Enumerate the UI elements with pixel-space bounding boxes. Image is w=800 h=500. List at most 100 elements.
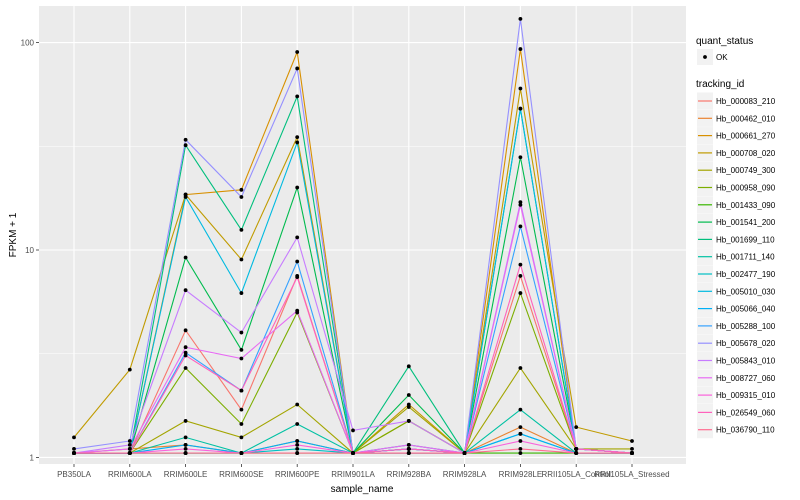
- data-point: [518, 224, 523, 229]
- data-point: [351, 428, 355, 433]
- data-point: [295, 275, 300, 280]
- data-point: [295, 439, 300, 443]
- legend-label: Hb_000708_020: [716, 149, 776, 158]
- data-point: [295, 135, 300, 140]
- x-tick-label: PB350LA: [57, 470, 91, 479]
- data-point: [183, 288, 188, 293]
- y-axis: 1 10 100: [21, 39, 39, 462]
- data-point: [518, 202, 523, 207]
- data-point: [72, 446, 76, 451]
- data-point: [183, 353, 188, 358]
- data-point: [295, 259, 300, 264]
- legend: quant_status OK tracking_id Hb_000083_21…: [696, 36, 776, 439]
- data-point: [295, 94, 300, 99]
- data-point: [518, 274, 523, 278]
- data-point: [518, 86, 523, 91]
- y-axis-title: FPKM + 1: [8, 212, 19, 257]
- data-point: [239, 257, 244, 262]
- data-point: [518, 291, 523, 295]
- legend-label: Hb_001711_140: [716, 253, 775, 262]
- data-point: [518, 47, 523, 51]
- legend-label: Hb_002477_190: [716, 270, 776, 279]
- data-point: [183, 366, 188, 370]
- data-point: [183, 446, 188, 451]
- data-point: [239, 291, 244, 295]
- data-point: [183, 255, 188, 260]
- legend-label: Hb_000083_210: [716, 97, 776, 106]
- data-point: [183, 435, 188, 440]
- x-tick-label: RRIM600PE: [275, 470, 319, 479]
- data-point: [239, 356, 244, 361]
- data-point: [239, 435, 244, 440]
- data-point: [630, 451, 634, 455]
- x-tick-label: RRIM928BA: [387, 470, 432, 479]
- data-point: [630, 439, 634, 443]
- data-point: [127, 446, 132, 451]
- color-legend-title: tracking_id: [696, 79, 744, 90]
- data-point: [518, 439, 523, 443]
- legend-label: Hb_005678_020: [716, 339, 776, 348]
- legend-label: Hb_000661_270: [716, 132, 776, 141]
- shape-legend-title: quant_status: [696, 36, 753, 47]
- data-point: [127, 439, 132, 443]
- data-point: [574, 451, 579, 455]
- data-point: [295, 451, 300, 455]
- data-point: [72, 435, 76, 440]
- legend-label: Hb_026549_060: [716, 408, 776, 417]
- legend-label: Hb_036790_110: [716, 426, 775, 435]
- data-point: [72, 451, 76, 455]
- data-point: [406, 451, 411, 455]
- shape-legend-items: OK: [697, 49, 728, 65]
- y-tick-label: 100: [21, 39, 35, 48]
- plot-panel: [39, 6, 686, 464]
- data-point: [127, 442, 132, 447]
- data-point: [239, 347, 244, 352]
- series-points: [72, 16, 634, 455]
- data-point: [183, 137, 188, 142]
- data-point: [239, 195, 244, 199]
- data-point: [239, 422, 244, 426]
- data-point: [295, 185, 300, 190]
- data-point: [183, 328, 188, 333]
- color-legend-items: Hb_000083_210 Hb_000462_010 Hb_000661_270 H…: [697, 92, 776, 439]
- data-point: [239, 388, 244, 393]
- data-point: [406, 393, 411, 397]
- legend-label: Hb_001541_200: [716, 218, 776, 227]
- data-point: [295, 402, 300, 407]
- data-point: [518, 200, 523, 205]
- legend-label: Hb_005843_010: [716, 357, 776, 366]
- data-point: [239, 451, 244, 455]
- data-point: [574, 446, 579, 451]
- data-point: [518, 155, 523, 160]
- data-point: [406, 419, 411, 423]
- data-point: [239, 330, 244, 335]
- major-gridlines: [39, 6, 686, 464]
- legend-label: Hb_005066_040: [716, 305, 776, 314]
- data-point: [518, 446, 523, 451]
- legend-label: Hb_001699_110: [716, 235, 775, 244]
- data-point: [183, 451, 188, 455]
- data-point: [295, 308, 300, 313]
- data-point: [295, 442, 300, 447]
- y-tick-label: 10: [25, 246, 34, 255]
- legend-label: Hb_000749_300: [716, 166, 776, 175]
- data-point: [518, 366, 523, 370]
- data-point: [518, 106, 523, 111]
- x-tick-label: RRIM928LA: [443, 470, 487, 479]
- y-tick-label: 1: [30, 453, 35, 462]
- data-point: [183, 442, 188, 447]
- x-axis: PB350LA RRIM600LA RRIM600LE RRIM600SE RRIM60…: [57, 464, 670, 479]
- data-point: [295, 446, 300, 451]
- data-point: [239, 187, 244, 192]
- data-point: [406, 446, 411, 451]
- data-point: [183, 195, 188, 199]
- data-point: [518, 262, 523, 267]
- data-point: [127, 367, 132, 372]
- legend-point-marker: [703, 55, 707, 59]
- data-point: [295, 66, 300, 71]
- data-point: [239, 227, 244, 232]
- data-point: [406, 405, 411, 409]
- legend-label: Hb_000958_090: [716, 184, 776, 193]
- legend-label: Hb_005288_100: [716, 322, 776, 331]
